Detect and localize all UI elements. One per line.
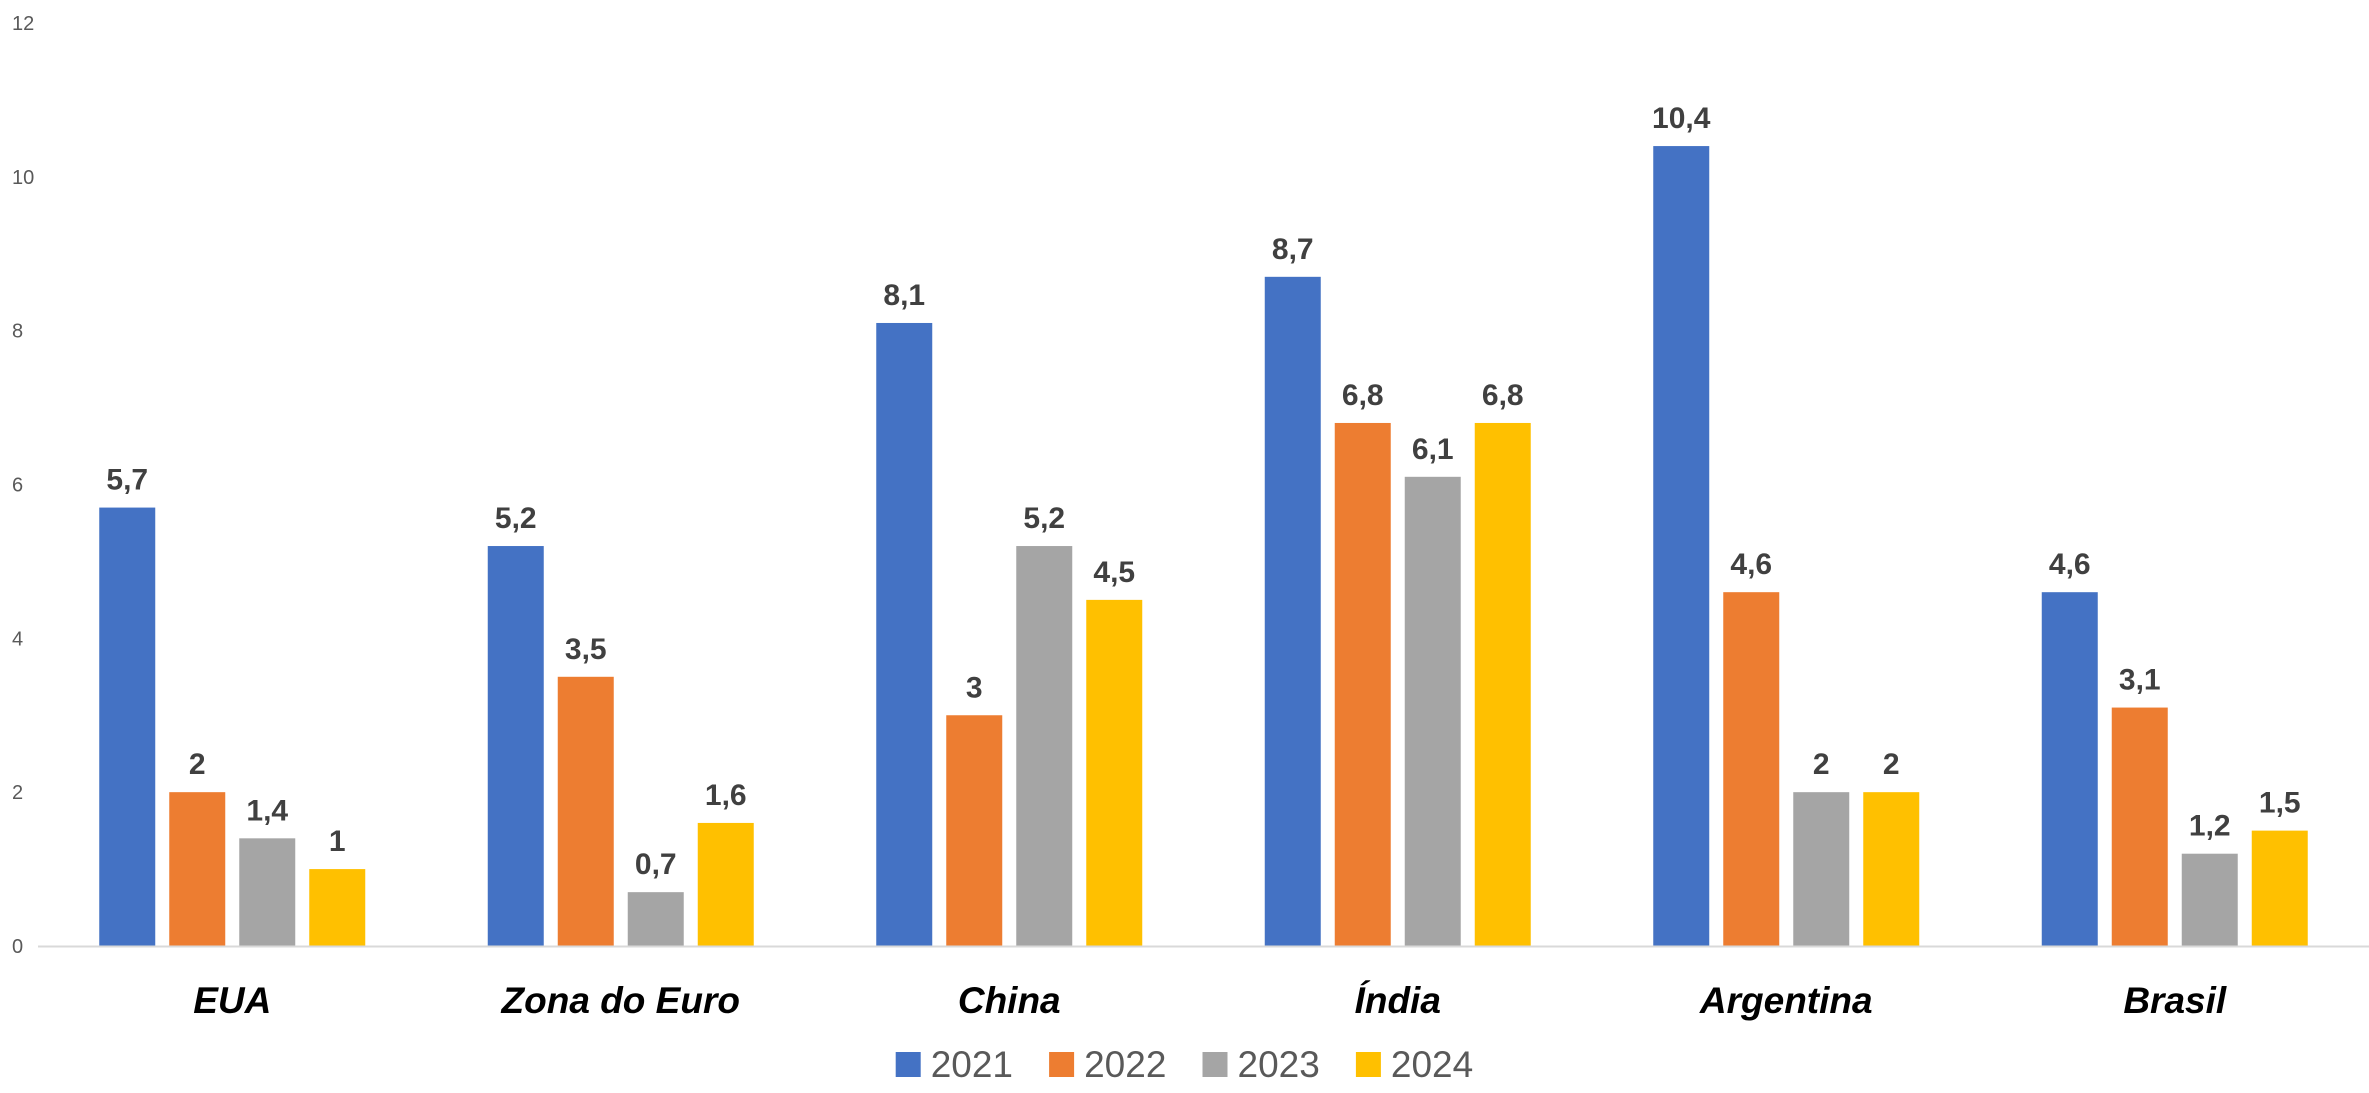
y-tick-label: 12 bbox=[12, 13, 34, 35]
bar-2023 bbox=[239, 838, 296, 946]
bar-2024 bbox=[1086, 599, 1143, 946]
bar-2022 bbox=[169, 792, 226, 946]
y-tick-label: 10 bbox=[12, 167, 34, 189]
data-label: 8,7 bbox=[1272, 233, 1314, 266]
category-label: Índia bbox=[1355, 980, 1441, 1021]
y-tick-label: 2 bbox=[12, 782, 23, 804]
data-label: 4,6 bbox=[1730, 548, 1772, 581]
data-label: 10,4 bbox=[1652, 102, 1711, 135]
bar-2021 bbox=[1264, 276, 1321, 946]
bar-2021 bbox=[1653, 146, 1710, 947]
bar-2022 bbox=[1334, 422, 1391, 946]
data-label: 1,6 bbox=[705, 779, 747, 812]
data-label: 1,5 bbox=[2259, 787, 2301, 820]
y-tick-label: 0 bbox=[12, 936, 23, 958]
data-label: 2 bbox=[1813, 748, 1830, 781]
y-tick-label: 4 bbox=[12, 628, 23, 650]
data-label: 4,5 bbox=[1093, 556, 1135, 589]
bar-2024 bbox=[1863, 792, 1920, 946]
legend-label: 2021 bbox=[931, 1044, 1013, 1085]
data-label: 3 bbox=[966, 671, 983, 704]
legend-swatch-2024 bbox=[1355, 1052, 1381, 1077]
bar-2021 bbox=[2041, 592, 2098, 946]
bar-2024 bbox=[2251, 830, 2308, 946]
data-label: 6,8 bbox=[1342, 379, 1384, 412]
bar-2021 bbox=[876, 322, 933, 947]
y-axis: 0 2 4 6 8 10 12 bbox=[12, 13, 34, 958]
bars-layer bbox=[99, 146, 2308, 947]
data-label: 8,1 bbox=[883, 279, 925, 312]
data-label: 3,1 bbox=[2119, 664, 2161, 697]
legend-label: 2024 bbox=[1391, 1044, 1473, 1085]
bar-2024 bbox=[697, 822, 754, 946]
y-tick-label: 6 bbox=[12, 475, 23, 497]
legend: 2021 2022 2023 2024 bbox=[895, 1044, 1473, 1085]
category-label: Argentina bbox=[1699, 980, 1873, 1021]
data-label: 5,2 bbox=[1023, 502, 1065, 535]
data-label: 1 bbox=[329, 825, 346, 858]
bar-2022 bbox=[2111, 707, 2168, 946]
data-label: 4,6 bbox=[2049, 548, 2091, 581]
bar-2021 bbox=[487, 546, 544, 946]
category-label: Brasil bbox=[2123, 980, 2227, 1021]
data-label: 6,1 bbox=[1412, 433, 1454, 466]
category-label: EUA bbox=[193, 980, 271, 1021]
bar-2023 bbox=[1793, 792, 1850, 946]
legend-swatch-2021 bbox=[895, 1052, 921, 1077]
category-label: Zona do Euro bbox=[501, 980, 740, 1021]
legend-label: 2023 bbox=[1238, 1044, 1320, 1085]
bar-2023 bbox=[1404, 476, 1461, 946]
bar-2023 bbox=[1016, 546, 1073, 946]
data-label: 5,7 bbox=[106, 464, 148, 497]
bar-2022 bbox=[946, 715, 1003, 946]
category-label: China bbox=[958, 980, 1061, 1021]
bar-2021 bbox=[99, 507, 156, 946]
data-labels-layer: 5,7 2 1,4 1 5,2 3,5 0,7 1,6 8,1 3 5,2 4,5 8,7 6,8 6,1 6… bbox=[106, 102, 2300, 881]
legend-swatch-2022 bbox=[1049, 1052, 1075, 1077]
legend-label: 2022 bbox=[1084, 1044, 1166, 1085]
bar-2023 bbox=[2181, 853, 2238, 946]
legend-swatch-2023 bbox=[1202, 1052, 1228, 1077]
data-label: 2 bbox=[189, 748, 206, 781]
data-label: 1,4 bbox=[246, 794, 288, 827]
bar-2024 bbox=[309, 869, 366, 946]
x-axis: EUA Zona do Euro China Índia Argentina Brasil bbox=[38, 945, 2369, 1021]
bar-2022 bbox=[1723, 592, 1780, 946]
data-label: 5,2 bbox=[495, 502, 537, 535]
y-tick-label: 8 bbox=[12, 321, 23, 343]
data-label: 1,2 bbox=[2189, 810, 2231, 843]
bar-2023 bbox=[627, 892, 684, 946]
bar-2024 bbox=[1474, 422, 1531, 946]
bar-2022 bbox=[557, 676, 614, 946]
data-label: 2 bbox=[1883, 748, 1900, 781]
data-label: 0,7 bbox=[635, 848, 677, 881]
data-label: 3,5 bbox=[565, 633, 607, 666]
data-label: 6,8 bbox=[1482, 379, 1524, 412]
